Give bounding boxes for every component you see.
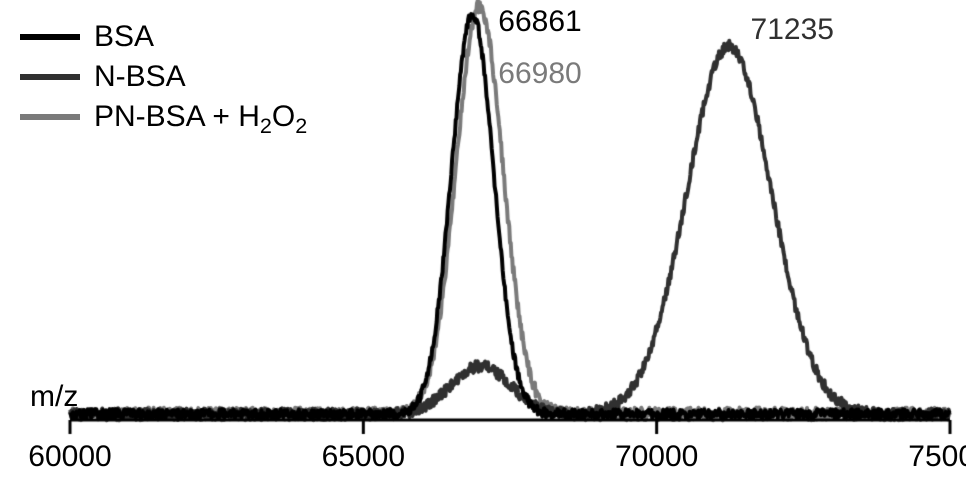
legend-item-pnbsa: PN-BSA + H2O2 <box>20 100 307 134</box>
xtick-label: 65000 <box>322 440 405 474</box>
legend: BSA N-BSA PN-BSA + H2O2 <box>20 20 307 140</box>
legend-swatch-nbsa <box>20 74 80 80</box>
legend-label-bsa: BSA <box>94 20 154 54</box>
peak-label: 66861 <box>498 5 581 39</box>
peak-label: 66980 <box>498 57 581 91</box>
legend-swatch-pnbsa <box>20 114 80 120</box>
legend-swatch-bsa <box>20 34 80 40</box>
legend-label-pnbsa: PN-BSA + H2O2 <box>94 100 307 134</box>
legend-item-bsa: BSA <box>20 20 307 54</box>
legend-label-nbsa: N-BSA <box>94 60 186 94</box>
legend-item-nbsa: N-BSA <box>20 60 307 94</box>
xtick-label: 75000 <box>908 440 966 474</box>
xtick-label: 60000 <box>28 440 111 474</box>
peak-label: 71235 <box>751 13 834 47</box>
x-axis-label: m/z <box>30 380 78 414</box>
xtick-label: 70000 <box>615 440 698 474</box>
